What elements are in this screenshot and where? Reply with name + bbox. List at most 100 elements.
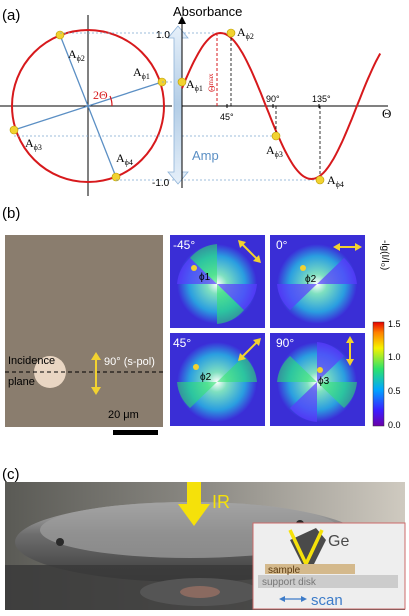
amp-arrow-shape xyxy=(167,25,189,185)
circle-point-phi4 xyxy=(111,172,121,182)
concentric-ring-pattern xyxy=(5,235,163,427)
colorbar-tick-0-5: 0.5 xyxy=(388,386,401,396)
circle-point-phi3 xyxy=(9,125,19,135)
sample-label: sample xyxy=(268,565,301,576)
support-disk-layer xyxy=(258,575,398,588)
map-1-angle: -45° xyxy=(173,238,195,252)
scan-arrow-head-left xyxy=(279,596,285,602)
curve-point-phi1 xyxy=(177,77,187,87)
colorbar-label: -lg(I/I₀) xyxy=(379,240,390,270)
panel-a: (a) 2Θ Aϕ1 Aϕ2 Aϕ3 Aϕ4 Amp xyxy=(0,0,409,200)
amp-arrow: Amp xyxy=(167,25,219,185)
x-tick-label-135: 135° xyxy=(312,94,331,104)
absorbance-plot: Absorbance Θ 1.0 -1.0 45° 90° 135° Θmax … xyxy=(152,4,391,189)
x-tick-label-90: 90° xyxy=(266,94,280,104)
ir-beam-arrow: IR xyxy=(178,482,230,526)
map-2-pol-head-a xyxy=(333,243,340,251)
map-3-phi-marker xyxy=(193,364,199,370)
map-1-phi: ϕ1 xyxy=(199,272,211,283)
sample-crystal xyxy=(180,586,220,598)
screw-left xyxy=(56,538,64,546)
panel-a-figure: (a) 2Θ Aϕ1 Aϕ2 Aϕ3 Aϕ4 Amp xyxy=(0,4,391,196)
two-theta-arc xyxy=(109,95,113,107)
circle-point-phi2 xyxy=(55,30,65,40)
support-disk-label: support disk xyxy=(262,577,317,588)
sample-layer xyxy=(265,564,355,574)
scan-arrow-head-right xyxy=(301,596,307,602)
absorbance-label: Absorbance xyxy=(173,4,242,19)
circle-label-phi4: Aϕ4 xyxy=(116,151,133,167)
absorbance-map-2: 0° ϕ2 xyxy=(270,235,365,328)
polarization-label: 90° (s-pol) xyxy=(104,356,155,368)
circle-label-phi1: Aϕ1 xyxy=(133,65,150,81)
inset-schematic: Ge sample support disk scan xyxy=(252,522,406,610)
map-3-angle: 45° xyxy=(173,336,191,350)
map-1-phi-marker xyxy=(191,265,197,271)
panel-c-label: (c) xyxy=(2,466,20,483)
theta-max-label: Θmax xyxy=(207,73,217,92)
map-4-phi-marker xyxy=(317,367,323,373)
scale-label: 20 μm xyxy=(108,409,139,421)
incidence-label-line1: Incidence xyxy=(8,355,55,367)
map-1-pol-arrow xyxy=(240,242,259,261)
map-4-dark-lobes xyxy=(290,342,344,422)
map-3-pol-head-b xyxy=(253,338,261,346)
map-3-lobes xyxy=(177,356,257,408)
map-3-pol-head-a xyxy=(238,353,246,361)
theta-axis-label: Θ xyxy=(382,106,391,121)
map-2-pol-head-b xyxy=(355,243,362,251)
curve-label-phi1: Aϕ1 xyxy=(186,77,203,93)
map-4-lobes xyxy=(277,356,357,408)
scan-label: scan xyxy=(311,592,343,609)
microscope-image: 90° (s-pol) Incidence plane 20 μm xyxy=(5,235,163,435)
polarization-arrow-head-down xyxy=(91,387,101,395)
polarization-arrow-head-up xyxy=(91,352,101,360)
diameter-line-phi1-phi3 xyxy=(13,81,163,131)
map-4-pol-head-a xyxy=(346,336,354,343)
absorbance-map-4: 90° ϕ3 xyxy=(270,333,365,426)
y-tick-bottom: -1.0 xyxy=(152,178,170,189)
absorbance-axis-arrow xyxy=(178,16,186,24)
panel-c: (c) IR Ge sample support disk scan xyxy=(0,460,409,611)
incidence-label-line2: plane xyxy=(8,376,35,388)
circle-label-phi2: Aϕ2 xyxy=(68,47,85,63)
colorbar-gradient xyxy=(372,321,385,427)
curve-point-phi3 xyxy=(271,131,281,141)
map-4-angle: 90° xyxy=(276,336,294,350)
curve-label-phi4: Aϕ4 xyxy=(327,173,344,189)
colorbar: -lg(I/I₀) 1.5 1.0 0.5 0.0 xyxy=(372,240,401,430)
map-2-phi-marker xyxy=(300,265,306,271)
y-tick-top: 1.0 xyxy=(156,30,170,41)
curve-point-phi4 xyxy=(315,175,325,185)
circle-label-phi3: Aϕ3 xyxy=(25,136,42,152)
scale-bar xyxy=(113,430,158,435)
map-1-lobes xyxy=(190,244,244,324)
curve-label-phi2: Aϕ2 xyxy=(237,25,254,41)
map-3-pol-arrow xyxy=(240,340,259,359)
curve-point-phi2 xyxy=(226,28,236,38)
map-2-dark-lobes xyxy=(277,258,357,310)
map-4-pol-head-b xyxy=(346,359,354,366)
map-1-pol-head-b xyxy=(253,255,261,263)
panel-b-label: (b) xyxy=(2,205,20,222)
ge-label: Ge xyxy=(328,533,349,550)
ir-label: IR xyxy=(212,492,230,512)
panel-b-figure: (b) 90° (s-pol) Incidence plane 20 μm -4… xyxy=(2,205,401,435)
colorbar-tick-1-0: 1.0 xyxy=(388,352,401,362)
absorbance-curve xyxy=(181,31,382,181)
map-1-pol-head-a xyxy=(238,240,246,248)
curve-label-phi3: Aϕ3 xyxy=(266,143,283,159)
ir-arrow-head xyxy=(178,504,210,526)
absorbance-map-1: -45° ϕ1 xyxy=(170,235,265,328)
map-4-phi: ϕ3 xyxy=(318,376,330,387)
amplitude-circle xyxy=(11,29,165,183)
ir-arrow-shaft xyxy=(187,482,201,504)
colorbar-tick-1-5: 1.5 xyxy=(388,319,401,329)
panel-c-figure: (c) IR Ge sample support disk scan xyxy=(2,466,406,610)
absorbance-map-3: 45° ϕ2 xyxy=(170,333,265,426)
map-1-dark-lobes xyxy=(177,258,257,310)
panel-a-label: (a) xyxy=(2,7,20,24)
colorbar-tick-0-0: 0.0 xyxy=(388,420,401,430)
x-tick-label-45: 45° xyxy=(220,112,234,122)
map-2-phi: ϕ2 xyxy=(305,274,317,285)
